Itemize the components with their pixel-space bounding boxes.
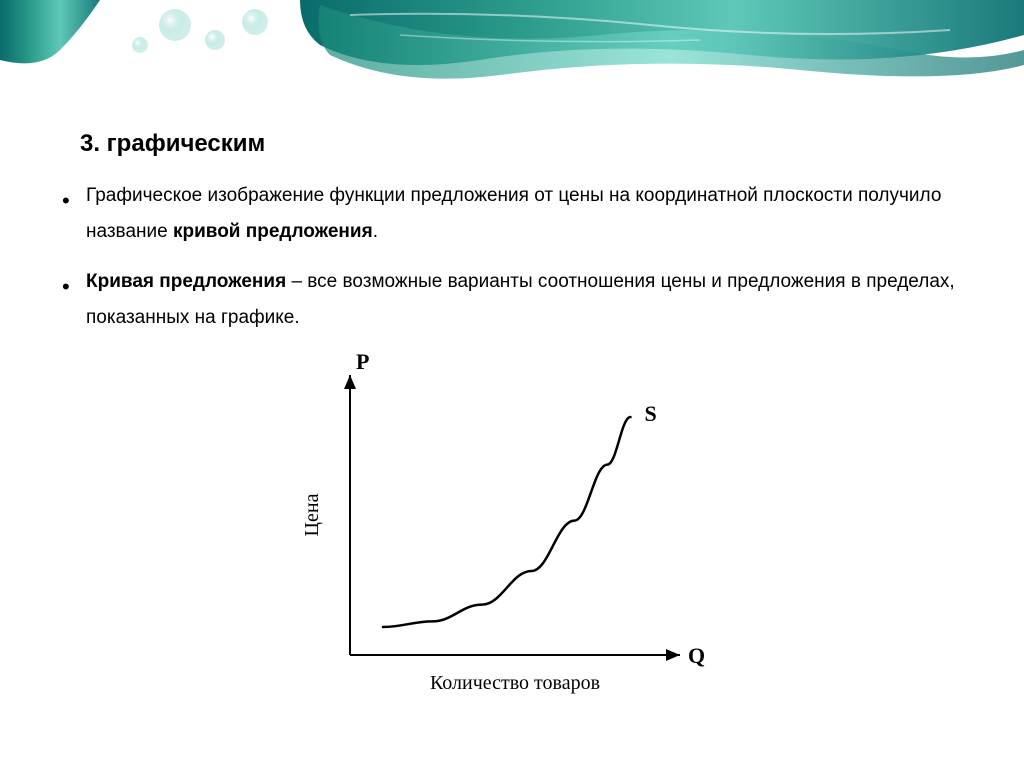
content-area: 3. графическим Графическое изображение ф… xyxy=(50,130,970,350)
supply-curve-chart: P Q S Цена Количество товаров xyxy=(270,345,740,725)
heading: 3. графическим xyxy=(80,130,970,158)
bullet-1-bold: кривой предложения xyxy=(173,221,373,242)
slide: 3. графическим Графическое изображение ф… xyxy=(0,0,1024,768)
wave-banner xyxy=(0,0,1024,110)
bullet-item-2: Кривая предложения – все возможные вариа… xyxy=(50,264,970,336)
svg-text:Цена: Цена xyxy=(301,493,323,536)
bullet-2-bold: Кривая предложения xyxy=(86,271,286,292)
svg-text:S: S xyxy=(645,401,657,426)
bullet-list: Графическое изображение функции предложе… xyxy=(50,178,970,336)
bullet-1-suffix: . xyxy=(373,221,378,242)
svg-text:Q: Q xyxy=(688,643,705,668)
svg-text:P: P xyxy=(356,349,369,374)
svg-text:Количество товаров: Количество товаров xyxy=(430,672,600,694)
bullet-item-1: Графическое изображение функции предложе… xyxy=(50,178,970,250)
